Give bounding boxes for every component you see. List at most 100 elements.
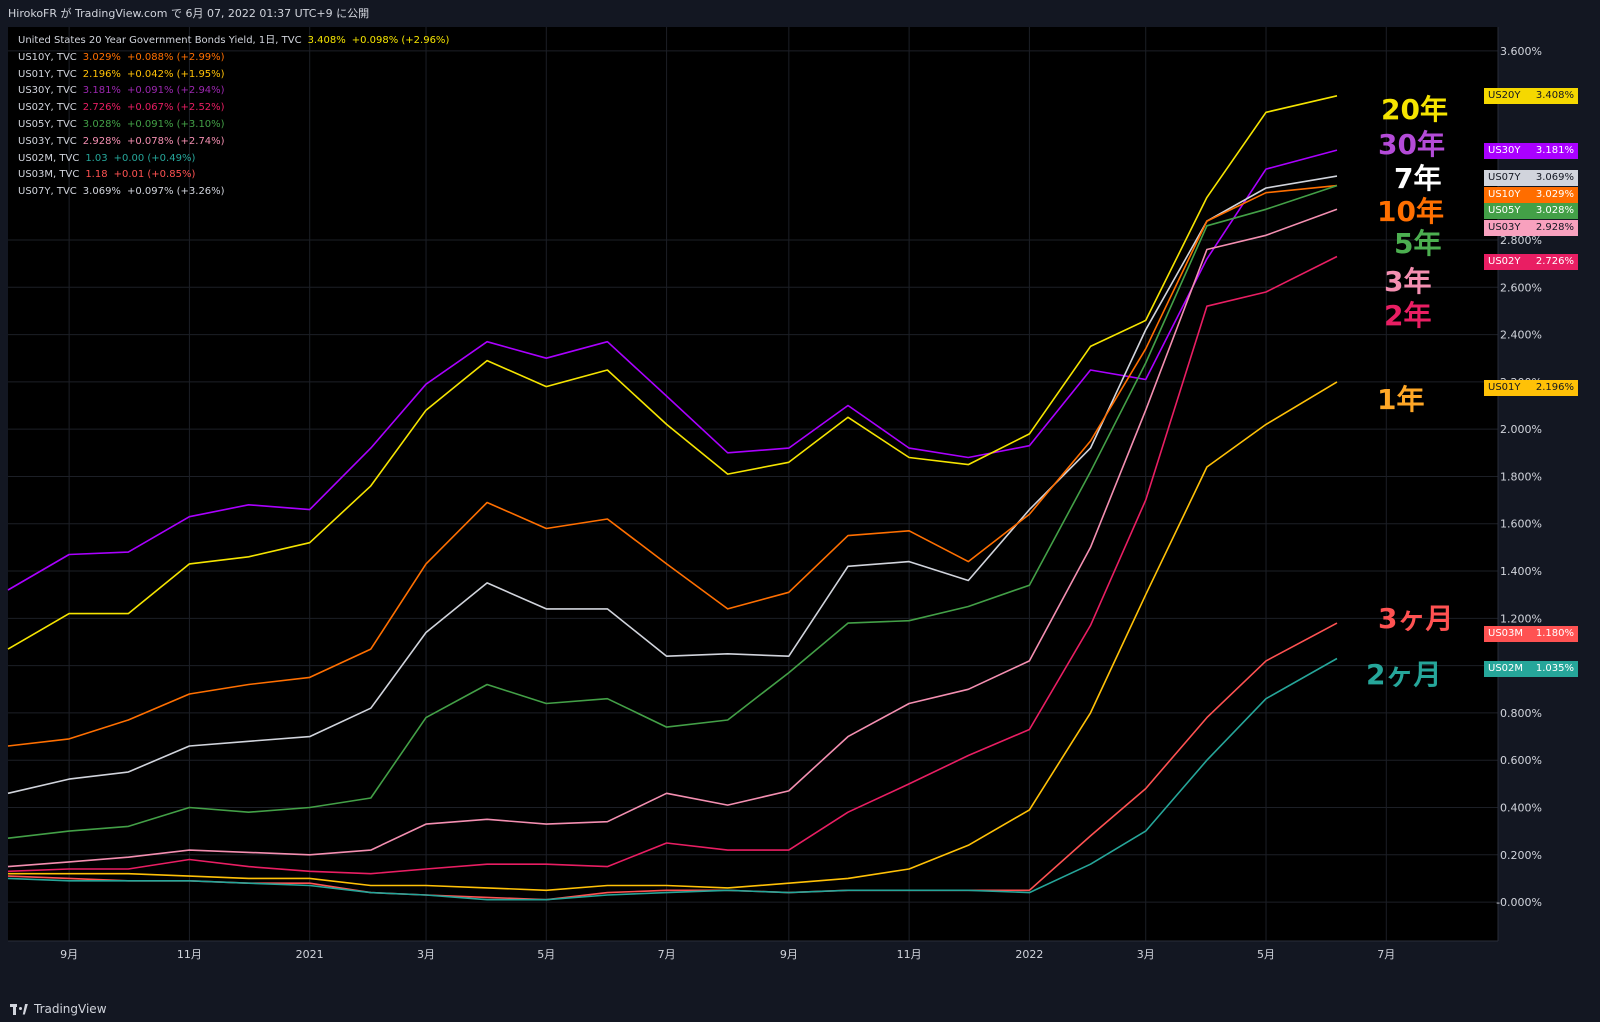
price-tag-value: 3.069% (1535, 172, 1574, 183)
price-tag-value: 2.726% (1535, 256, 1574, 267)
legend-series-change: +0.078% (+2.74%) (126, 135, 225, 147)
legend-series-change: +0.098% (+2.96%) (351, 35, 450, 46)
price-tag-us20y[interactable]: US20Y 3.408% (1484, 88, 1578, 104)
legend-series-name: US02Y, TVC (18, 102, 77, 114)
y-tick-label: 0.800% (1500, 707, 1542, 720)
annotation-label: 1年 (1377, 383, 1425, 416)
legend-series-name: US10Y, TVC (18, 51, 77, 63)
legend-series-change: +0.067% (+2.52%) (126, 102, 225, 114)
y-tick-label: 0.400% (1500, 801, 1542, 814)
tradingview-logo[interactable]: TradingView (10, 1002, 107, 1016)
legend-series-name: United States 20 Year Government Bonds Y… (18, 35, 302, 46)
price-tag-symbol: US02Y (1488, 256, 1521, 267)
annotation-label: 20年 (1381, 93, 1448, 126)
yield-chart[interactable]: 3.600%2.800%2.600%2.400%2.200%2.000%1.80… (0, 27, 1600, 996)
price-tag-value: 2.928% (1535, 222, 1574, 233)
price-tag-us03m[interactable]: US03M 1.180% (1484, 626, 1578, 642)
legend-series-value: 3.028% (82, 118, 121, 130)
x-tick-label: 5月 (1257, 948, 1275, 961)
legend-row[interactable]: US02M, TVC 1.03 +0.00 (+0.49%) (18, 151, 449, 168)
price-tag-us07y[interactable]: US07Y 3.069% (1484, 170, 1578, 186)
legend-series-name: US07Y, TVC (18, 186, 77, 198)
price-tag-value: 1.180% (1535, 628, 1574, 639)
legend-row[interactable]: United States 20 Year Government Bonds Y… (18, 33, 449, 50)
publisher-line: HirokoFR が TradingView.com で 6月 07, 2022… (0, 0, 1600, 27)
legend-series-change: +0.00 (+0.49%) (113, 152, 196, 164)
series-line-us30y[interactable] (7, 149, 1338, 591)
series-line-us02m[interactable] (7, 657, 1338, 901)
price-tag-symbol: US20Y (1488, 90, 1521, 101)
annotation-label: 7年 (1394, 162, 1442, 195)
annotation-label: 3ヶ月 (1378, 602, 1454, 635)
annotation-label: 10年 (1377, 195, 1444, 228)
price-tag-symbol: US02M (1488, 663, 1524, 674)
y-tick-label: 1.800% (1500, 470, 1542, 483)
annotation-label: 3年 (1384, 265, 1432, 298)
y-tick-label: 2.600% (1500, 281, 1542, 294)
x-tick-label: 3月 (1137, 948, 1155, 961)
x-tick-label: 9月 (60, 948, 78, 961)
tradingview-mark-icon (10, 1003, 28, 1015)
legend-series-change: +0.088% (+2.99%) (126, 51, 225, 63)
series-line-us01y[interactable] (8, 381, 1338, 892)
price-tag-us03y[interactable]: US03Y 2.928% (1484, 220, 1578, 236)
series-line-us05y[interactable] (7, 184, 1338, 839)
legend-row[interactable]: US07Y, TVC 3.069% +0.097% (+3.26%) (18, 184, 449, 201)
price-tag-symbol: US03M (1488, 628, 1524, 639)
price-tag-value: 3.408% (1535, 90, 1574, 101)
price-tag-value: 1.035% (1535, 663, 1574, 674)
price-tag-symbol: US01Y (1488, 382, 1521, 393)
legend-row[interactable]: US02Y, TVC 2.726% +0.067% (+2.52%) (18, 100, 449, 117)
x-tick-label: 2022 (1015, 948, 1043, 961)
price-tag-symbol: US05Y (1488, 205, 1521, 216)
x-tick-label: 5月 (537, 948, 555, 961)
legend-series-change: +0.042% (+1.95%) (126, 68, 225, 80)
y-tick-label: 1.200% (1500, 612, 1542, 625)
legend-series-name: US05Y, TVC (18, 118, 77, 130)
x-tick-label: 11月 (897, 948, 922, 961)
price-tag-us02y[interactable]: US02Y 2.726% (1484, 254, 1578, 270)
legend-series-name: US03Y, TVC (18, 135, 77, 147)
legend-series-value: 1.18 (85, 169, 108, 181)
plot-area[interactable] (8, 27, 1498, 941)
legend-series-value: 2.726% (82, 102, 121, 114)
annotation-label: 5年 (1394, 227, 1442, 260)
legend-series-change: +0.01 (+0.85%) (113, 169, 196, 181)
series-line-us10y[interactable] (7, 184, 1338, 747)
legend-series-value: 3.408% (307, 35, 346, 46)
series-line-us03y[interactable] (7, 208, 1338, 868)
y-tick-label: 2.800% (1500, 234, 1542, 247)
y-tick-label: 1.400% (1500, 565, 1542, 578)
price-tag-value: 3.181% (1535, 145, 1574, 156)
legend-row[interactable]: US10Y, TVC 3.029% +0.088% (+2.99%) (18, 50, 449, 67)
y-tick-label: 2.400% (1500, 329, 1542, 342)
y-tick-label: 1.600% (1500, 518, 1542, 531)
price-tag-value: 3.029% (1535, 189, 1574, 200)
legend-series-change: +0.097% (+3.26%) (126, 186, 225, 198)
legend-series-value: 1.03 (85, 152, 108, 164)
legend-series-value: 3.069% (82, 186, 121, 198)
price-tag-us01y[interactable]: US01Y 2.196% (1484, 380, 1578, 396)
price-tag-symbol: US10Y (1488, 189, 1521, 200)
series-line-us07y[interactable] (7, 175, 1338, 795)
legend-row[interactable]: US03Y, TVC 2.928% +0.078% (+2.74%) (18, 134, 449, 151)
price-tag-value: 3.028% (1535, 205, 1574, 216)
price-tag-us05y[interactable]: US05Y 3.028% (1484, 203, 1578, 219)
series-legend: United States 20 Year Government Bonds Y… (18, 33, 449, 201)
footer-bar: TradingView (0, 996, 1600, 1022)
y-tick-label: 3.600% (1500, 45, 1542, 58)
price-tag-us10y[interactable]: US10Y 3.029% (1484, 187, 1578, 203)
legend-row[interactable]: US30Y, TVC 3.181% +0.091% (+2.94%) (18, 83, 449, 100)
legend-series-value: 2.928% (82, 135, 121, 147)
x-tick-label: 3月 (417, 948, 435, 961)
x-tick-label: 11月 (177, 948, 202, 961)
legend-row[interactable]: US05Y, TVC 3.028% +0.091% (+3.10%) (18, 117, 449, 134)
legend-row[interactable]: US03M, TVC 1.18 +0.01 (+0.85%) (18, 167, 449, 184)
legend-series-value: 3.029% (82, 51, 121, 63)
series-line-us20y[interactable] (7, 95, 1338, 650)
price-tag-us02m[interactable]: US02M 1.035% (1484, 661, 1578, 677)
annotation-label: 30年 (1378, 128, 1445, 161)
series-line-us02y[interactable] (7, 255, 1338, 875)
price-tag-us30y[interactable]: US30Y 3.181% (1484, 143, 1578, 159)
legend-row[interactable]: US01Y, TVC 2.196% +0.042% (+1.95%) (18, 67, 449, 84)
